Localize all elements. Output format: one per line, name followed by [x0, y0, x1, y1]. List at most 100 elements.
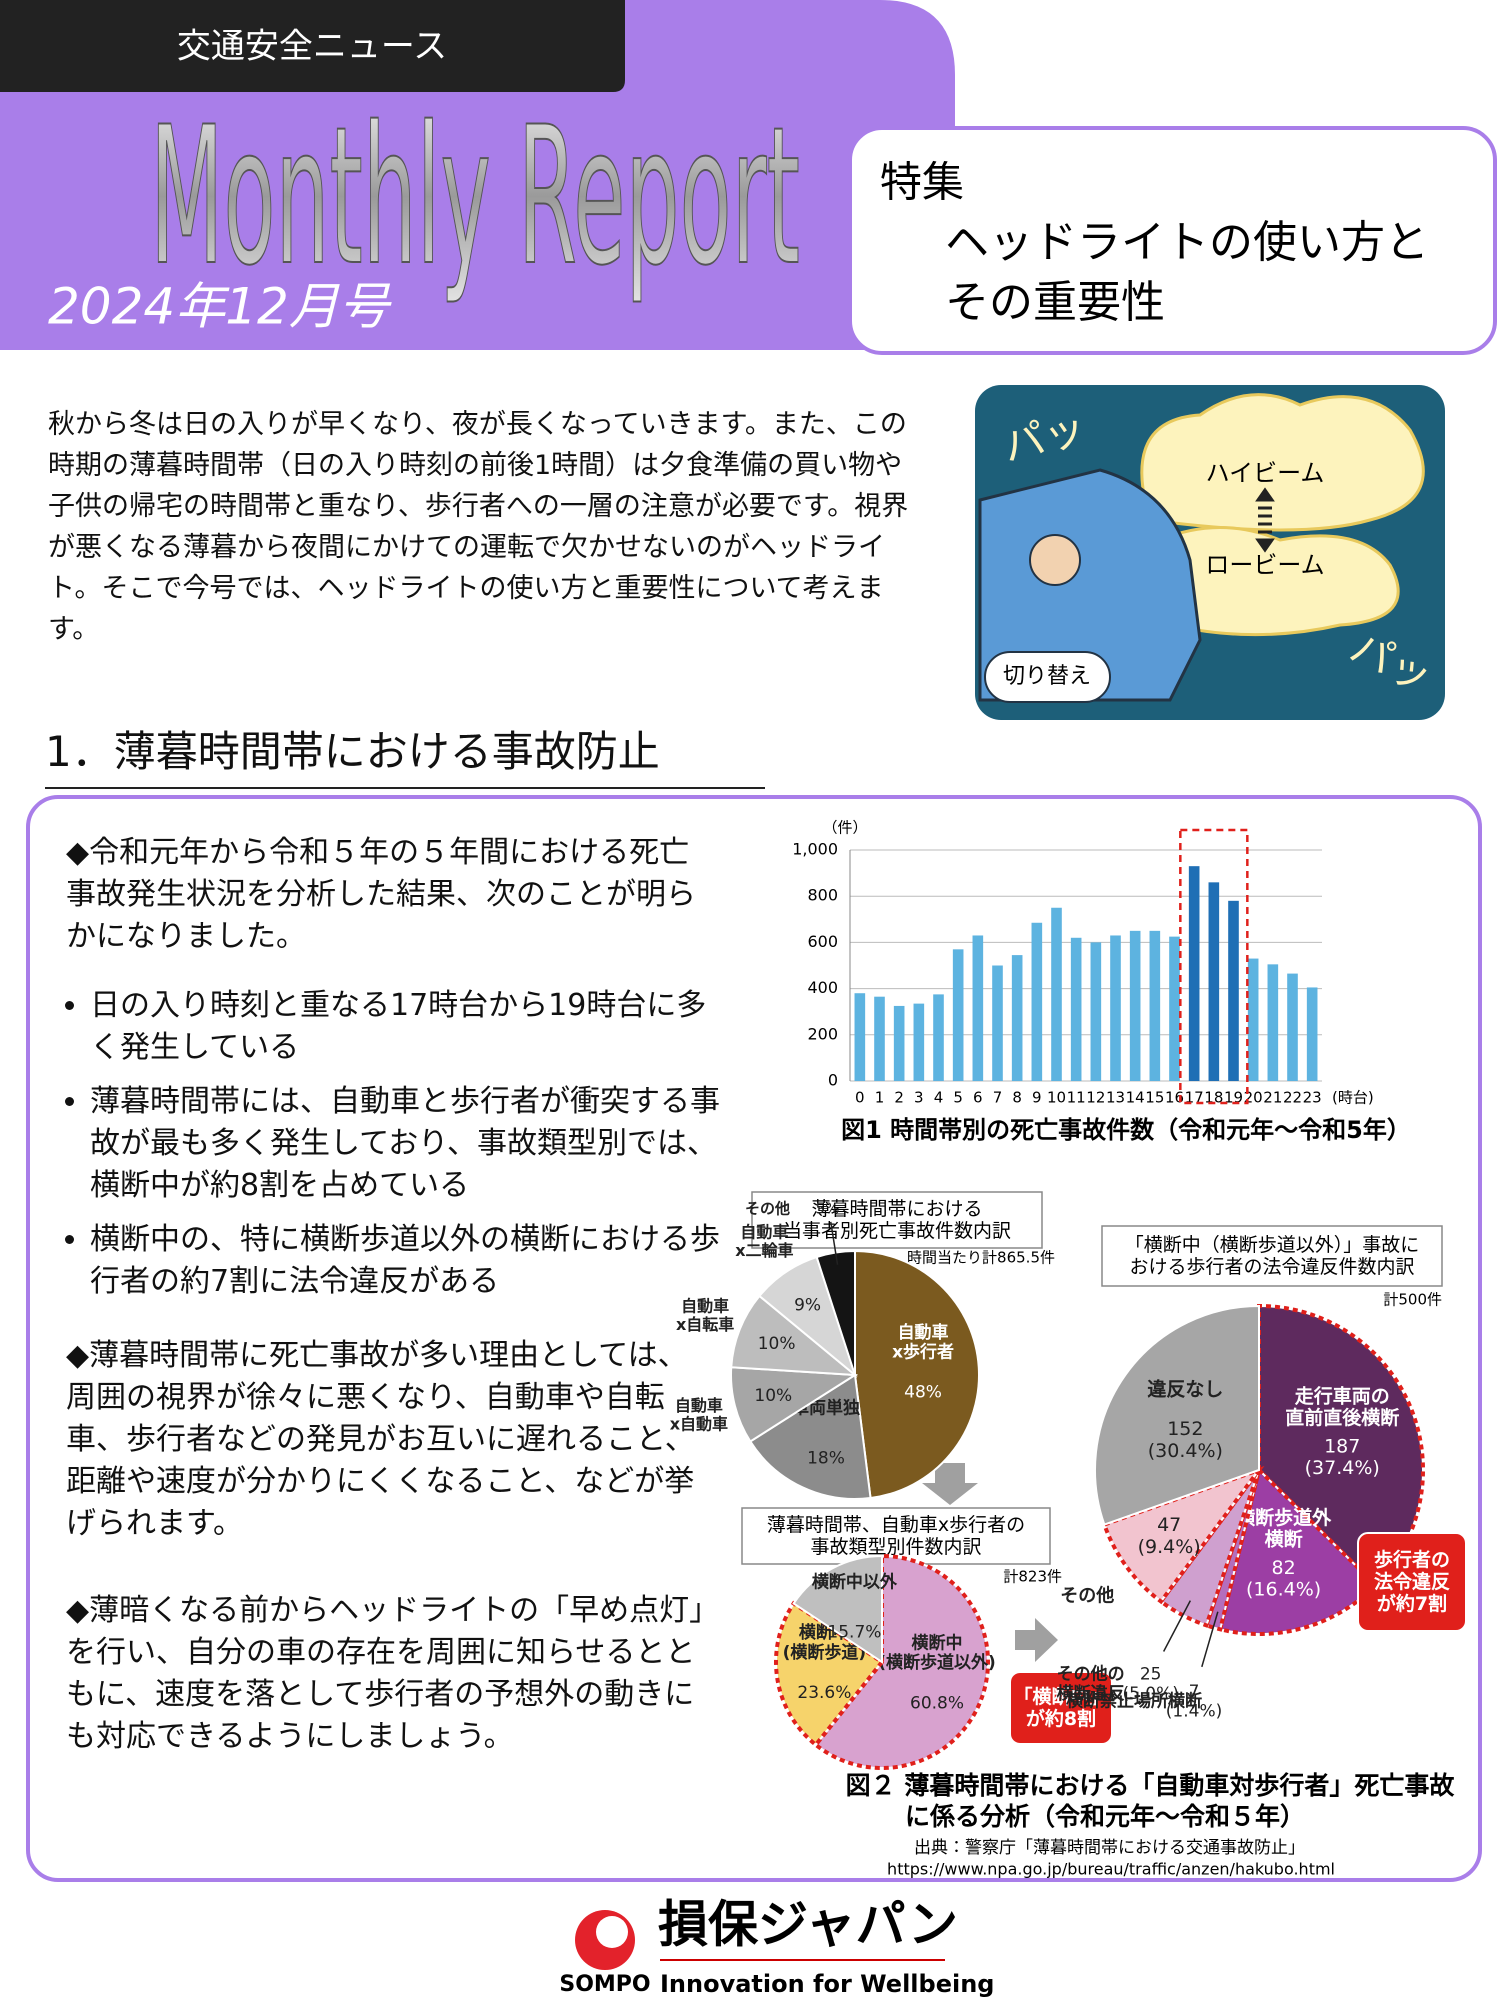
bar	[1149, 930, 1161, 1081]
x-tick-label: 15	[1145, 1089, 1164, 1107]
bar	[933, 994, 944, 1081]
pie-slice	[1094, 1304, 1260, 1526]
x-tick-label: 0	[855, 1089, 865, 1107]
header-tag: 交通安全ニュース	[177, 27, 447, 67]
slice-outline	[1217, 1466, 1379, 1636]
tagline: Innovation for Wellbeing	[660, 1970, 994, 1998]
bar	[1247, 958, 1259, 1081]
y-tick-label: 600	[807, 932, 838, 951]
slice-value: 152 (30.4%)	[1148, 1417, 1223, 1461]
header-title: Monthly Report	[150, 86, 800, 307]
pie-title-box	[751, 1191, 1043, 1249]
slice-name: 横断中(横断歩道以外)	[878, 1633, 996, 1674]
bar	[1188, 866, 1200, 1081]
slice-name: 横断禁止場所横断	[1066, 1691, 1202, 1712]
arrow-right	[1015, 1618, 1058, 1662]
x-tick-label: 11	[1067, 1089, 1086, 1107]
callout-box	[1009, 1671, 1113, 1745]
slice-outline	[812, 1553, 990, 1770]
pie-title-box	[1101, 1225, 1443, 1287]
bar	[893, 1005, 905, 1081]
pie-slice	[730, 1366, 859, 1443]
source-url: https://www.npa.go.jp/bureau/traffic/anz…	[887, 1860, 1335, 1879]
driver	[1029, 534, 1081, 586]
pie-total: 計500件	[1383, 1291, 1442, 1309]
paragraph: ◆令和元年から令和５年の５年間における死亡事故発生状況を分析した結果、次のことが…	[66, 835, 696, 954]
y-tick-label: 200	[807, 1024, 838, 1043]
callout-text: 「横断中」が約8割	[1013, 1685, 1108, 1730]
bar	[1228, 900, 1239, 1081]
x-tick-label: 6	[973, 1089, 983, 1107]
bar	[1110, 935, 1121, 1081]
x-unit: (時台)	[1332, 1089, 1374, 1107]
callout-box	[1357, 1532, 1467, 1632]
feature-title: ヘッドライトの使い方と	[945, 217, 1429, 268]
pie-slice	[748, 1373, 872, 1500]
x-tick-label: 23	[1303, 1089, 1322, 1107]
header-issue: 2024年12月号	[48, 278, 392, 336]
beam-high	[1140, 393, 1425, 532]
slice-name: 横断中以外	[812, 1572, 898, 1593]
x-tick-label: 14	[1126, 1089, 1145, 1107]
slice-name: その他	[745, 1200, 790, 1218]
bar	[992, 965, 1003, 1081]
bar	[1090, 942, 1102, 1081]
bar	[1169, 936, 1180, 1081]
content-box	[26, 795, 1482, 1882]
source: 出典：警察庁「薄暮時間帯における交通事故防止」	[914, 1838, 1305, 1858]
slice-value: 82 (16.4%)	[1246, 1556, 1321, 1600]
y-unit: （件）	[822, 819, 867, 837]
x-tick-label: 5	[953, 1089, 963, 1107]
feature-box	[848, 126, 1497, 355]
bar	[1011, 955, 1023, 1081]
slice-name: その他の横断違反	[1057, 1663, 1125, 1704]
bullet: 日の入り時刻と重なる17時台から19時台に多く発生している	[90, 985, 730, 1069]
x-tick-label: 1	[875, 1089, 885, 1107]
footer: 損保ジャパン SOMPO Innovation for Wellbeing	[559, 1896, 994, 1999]
pie-slice	[730, 1294, 859, 1377]
slice-value: 187 (37.4%)	[1305, 1435, 1380, 1479]
bar	[972, 935, 984, 1081]
bar	[1267, 964, 1279, 1081]
pie-title: 薄暮時間帯における当事者別死亡事故件数内訳	[783, 1198, 1011, 1242]
illustration: 切り替え ハイビーム ロービーム パッ パッ	[975, 385, 1445, 720]
figure-caption: 図２ 薄暮時間帯における「自動車対歩行者」死亡事故	[846, 1771, 1456, 1800]
y-tick-label: 0	[828, 1071, 838, 1090]
paragraph: ◆薄暮時間帯に死亡事故が多い理由としては、周囲の視界が徐々に悪くなり、自動車や自…	[66, 1338, 695, 1541]
slice-value: 47 (9.4%)	[1138, 1514, 1201, 1558]
bar	[1208, 882, 1220, 1081]
x-tick-label: 4	[934, 1089, 944, 1107]
slice-name: その他	[1060, 1584, 1114, 1606]
x-tick-label: 12	[1086, 1089, 1105, 1107]
slice-name: 横断歩道外横断	[1236, 1505, 1332, 1550]
bar	[1306, 987, 1318, 1081]
section-title: 1．薄暮時間帯における事故防止	[45, 718, 765, 789]
slice-value: 48%	[904, 1383, 942, 1403]
bar	[913, 1003, 925, 1081]
header-tab	[0, 0, 625, 92]
slice-value: 10%	[754, 1386, 792, 1406]
bar	[1287, 973, 1298, 1081]
bar	[952, 949, 964, 1081]
bullet: 薄暮時間帯には、自動車と歩行者が衝突する事故が最も多く発生しており、事故類型別で…	[90, 1081, 730, 1207]
x-tick-label: 8	[1012, 1089, 1022, 1107]
slice-name: 自動車 x歩行者	[892, 1322, 954, 1363]
x-tick-label: 21	[1263, 1089, 1282, 1107]
slice-value: 15.7%	[827, 1623, 881, 1643]
low-beam-label: ロービーム	[1205, 551, 1324, 579]
feature-title: その重要性	[945, 277, 1165, 328]
pie-title: 薄暮時間帯、自動車x歩行者の事故類型別件数内訳	[767, 1514, 1025, 1558]
slice-outline	[774, 1600, 885, 1748]
slice-value: 18%	[807, 1449, 845, 1469]
slice-name: 自動車 x自動車	[670, 1395, 728, 1432]
bar	[1031, 922, 1043, 1081]
bar	[874, 996, 885, 1081]
high-beam-label: ハイビーム	[1206, 459, 1325, 487]
y-tick-label: 800	[807, 886, 838, 905]
slice-value: 60.8%	[910, 1693, 964, 1713]
switch-arrow	[1255, 487, 1275, 553]
pie-title: 「横断中（横断歩道以外）」事故における歩行者の法令違反件数内訳	[1125, 1234, 1420, 1278]
x-tick-label: 7	[993, 1089, 1003, 1107]
car	[978, 468, 1202, 702]
figure-caption: に係る分析（令和元年～令和５年）	[905, 1802, 1305, 1831]
